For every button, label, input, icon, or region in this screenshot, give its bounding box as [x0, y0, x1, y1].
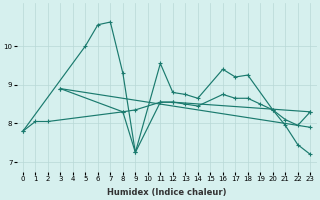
X-axis label: Humidex (Indice chaleur): Humidex (Indice chaleur)	[107, 188, 226, 197]
